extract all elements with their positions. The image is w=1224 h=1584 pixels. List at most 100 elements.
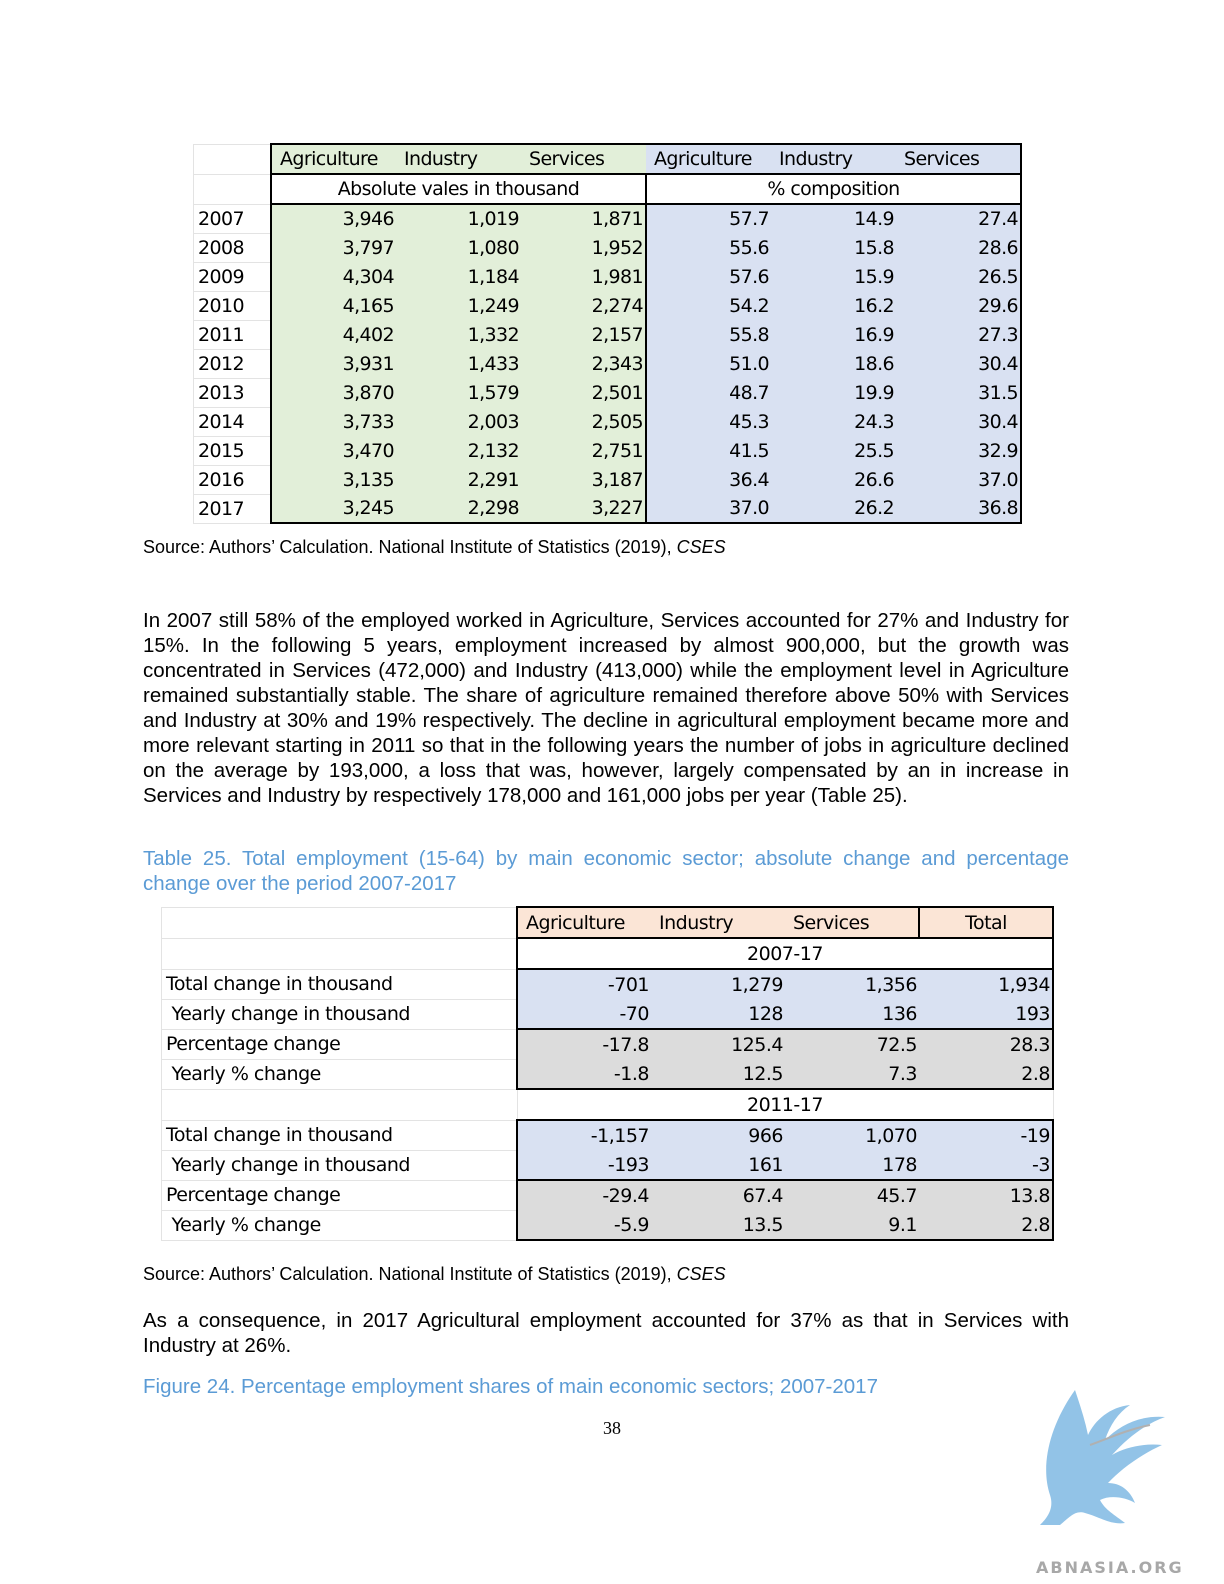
absolute-value-cell: 2,003 — [396, 407, 521, 436]
percent-value-cell: 25.5 — [771, 436, 896, 465]
griffin-logo-icon — [1040, 1390, 1165, 1525]
figure-24-caption: Figure 24. Percentage employment shares … — [143, 1375, 878, 1398]
percent-value-cell: 57.6 — [645, 262, 771, 291]
year-cell: 2013 — [193, 378, 272, 408]
percent-value-cell: 41.5 — [645, 436, 771, 465]
value-cell: 1,356 — [785, 969, 919, 999]
percent-value-cell: 30.4 — [896, 407, 1022, 436]
table-row: 2007 3,946 1,019 1,871 57.7 14.9 27.4 — [193, 204, 1022, 234]
page-number: 38 — [603, 1418, 621, 1438]
percent-value-cell: 16.9 — [771, 320, 896, 349]
absolute-value-cell: 3,470 — [270, 436, 396, 465]
period-label: 2011-17 — [516, 1088, 1054, 1121]
year-cell: 2007 — [193, 204, 272, 234]
table-row: Total change in thousand -1,157 966 1,070 -1… — [161, 1119, 1054, 1151]
absolute-value-cell: 1,981 — [521, 262, 646, 291]
value-cell: -29.4 — [516, 1180, 651, 1210]
watermark-text: ABNASIA.ORG — [1036, 1558, 1184, 1577]
absolute-value-cell: 1,080 — [396, 233, 521, 262]
source-note-2: Source: Authors’ Calculation. National I… — [143, 1264, 726, 1284]
absolute-value-cell: 4,304 — [270, 262, 396, 291]
absolute-value-cell: 1,579 — [396, 378, 521, 407]
percent-value-cell: 55.8 — [645, 320, 771, 349]
row-label: Yearly change in thousand — [161, 1149, 518, 1181]
table-body: 2007-17 Total change in thousand -701 1,279… — [161, 937, 1054, 1241]
col-header-services: Services — [521, 143, 646, 175]
absolute-value-cell: 1,019 — [396, 204, 521, 233]
value-cell: 9.1 — [785, 1210, 919, 1241]
source-note-1: Source: Authors’ Calculation. National I… — [143, 537, 726, 557]
value-cell: 67.4 — [651, 1180, 785, 1210]
percent-value-cell: 29.6 — [896, 291, 1022, 320]
absolute-value-cell: 3,797 — [270, 233, 396, 262]
absolute-value-cell: 1,332 — [396, 320, 521, 349]
value-cell: 966 — [651, 1119, 785, 1150]
percent-value-cell: 37.0 — [645, 494, 771, 524]
year-cell: 2011 — [193, 320, 272, 350]
col-header-industry-pct: Industry — [771, 143, 896, 175]
period-row: 2011-17 — [161, 1088, 1054, 1121]
absolute-value-cell: 1,871 — [521, 204, 646, 233]
absolute-value-cell: 1,433 — [396, 349, 521, 378]
absolute-value-cell: 1,952 — [521, 233, 646, 262]
absolute-value-cell: 2,157 — [521, 320, 646, 349]
percent-value-cell: 36.4 — [645, 465, 771, 494]
year-cell: 2009 — [193, 262, 272, 292]
value-cell: -1.8 — [516, 1059, 651, 1090]
col-header-agriculture: Agriculture — [516, 906, 651, 938]
value-cell: 136 — [785, 999, 919, 1030]
percent-value-cell: 51.0 — [645, 349, 771, 378]
col-header-services-pct: Services — [896, 143, 1022, 175]
value-cell: 1,070 — [785, 1119, 919, 1150]
percent-value-cell: 26.2 — [771, 494, 896, 524]
absolute-value-cell: 2,298 — [396, 494, 521, 524]
table-row: 2012 3,931 1,433 2,343 51.0 18.6 30.4 — [193, 349, 1022, 379]
value-cell: 72.5 — [785, 1029, 919, 1059]
row-label: Total change in thousand — [161, 968, 518, 1000]
employment-absolute-composition-table: Agriculture Industry Services Agricultur… — [193, 143, 1022, 524]
percent-value-cell: 54.2 — [645, 291, 771, 320]
table-body: 2007 3,946 1,019 1,871 57.7 14.9 27.4 2008 3,797… — [193, 204, 1022, 524]
percent-value-cell: 18.6 — [771, 349, 896, 378]
absolute-value-cell: 2,274 — [521, 291, 646, 320]
value-cell: 12.5 — [651, 1059, 785, 1090]
absolute-value-cell: 3,187 — [521, 465, 646, 494]
table-row: Percentage change -17.8 125.4 72.5 28.3 — [161, 1028, 1054, 1060]
year-cell: 2015 — [193, 436, 272, 466]
value-cell: -5.9 — [516, 1210, 651, 1241]
percent-value-cell: 55.6 — [645, 233, 771, 262]
table-row: Yearly change in thousand -70 128 136 193 — [161, 998, 1054, 1030]
body-paragraph-2: As a consequence, in 2017 Agricultural e… — [143, 1309, 1069, 1357]
absolute-value-cell: 1,184 — [396, 262, 521, 291]
absolute-value-cell: 3,227 — [521, 494, 646, 524]
percent-value-cell: 48.7 — [645, 378, 771, 407]
absolute-value-cell: 3,931 — [270, 349, 396, 378]
table-row: Total change in thousand -701 1,279 1,356 1,… — [161, 968, 1054, 1000]
value-cell: -70 — [516, 999, 651, 1030]
group-absolute-values: Absolute vales in thousand — [270, 173, 647, 205]
absolute-value-cell: 3,245 — [270, 494, 396, 524]
table-row: 2016 3,135 2,291 3,187 36.4 26.6 37.0 — [193, 465, 1022, 495]
percent-value-cell: 28.6 — [896, 233, 1022, 262]
percent-value-cell: 57.7 — [645, 204, 771, 233]
table-row: Yearly % change -5.9 13.5 9.1 2.8 — [161, 1209, 1054, 1241]
value-cell: 13.8 — [919, 1180, 1054, 1210]
col-header-agriculture-pct: Agriculture — [646, 143, 771, 175]
table-header-row: Agriculture Industry Services Agricultur… — [193, 143, 1022, 175]
absolute-value-cell: 3,946 — [270, 204, 396, 233]
value-cell: 1,279 — [651, 969, 785, 999]
absolute-value-cell: 4,402 — [270, 320, 396, 349]
table-row: 2011 4,402 1,332 2,157 55.8 16.9 27.3 — [193, 320, 1022, 350]
percent-value-cell: 37.0 — [896, 465, 1022, 494]
absolute-value-cell: 3,733 — [270, 407, 396, 436]
percent-value-cell: 14.9 — [771, 204, 896, 233]
absolute-value-cell: 3,135 — [270, 465, 396, 494]
absolute-value-cell: 2,751 — [521, 436, 646, 465]
value-cell: 193 — [919, 999, 1054, 1030]
percent-value-cell: 26.5 — [896, 262, 1022, 291]
absolute-value-cell: 4,165 — [270, 291, 396, 320]
table-row: 2008 3,797 1,080 1,952 55.6 15.8 28.6 — [193, 233, 1022, 263]
year-cell: 2014 — [193, 407, 272, 437]
table-row: 2010 4,165 1,249 2,274 54.2 16.2 29.6 — [193, 291, 1022, 321]
group-percent-composition: % composition — [645, 173, 1022, 205]
